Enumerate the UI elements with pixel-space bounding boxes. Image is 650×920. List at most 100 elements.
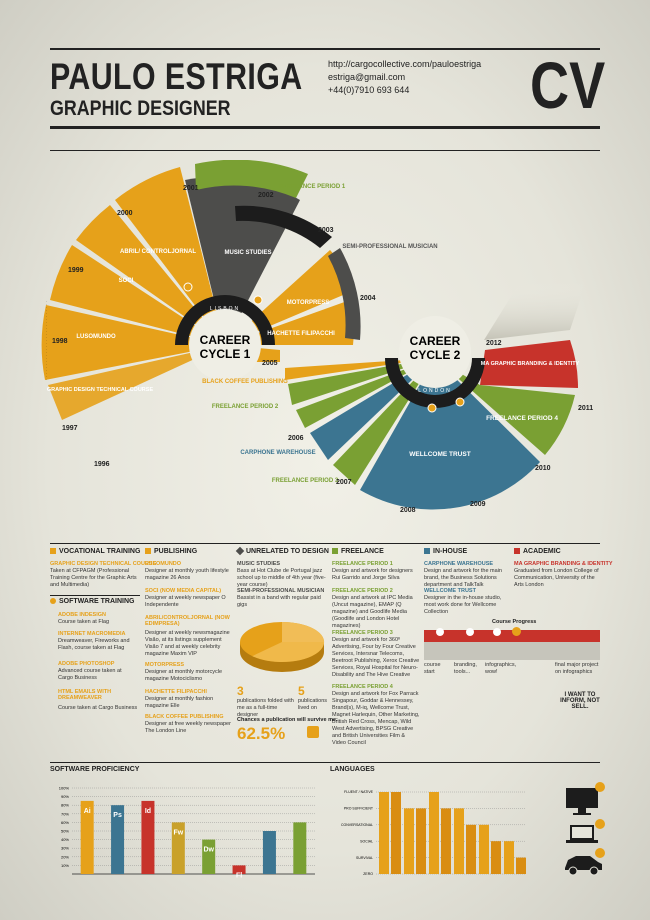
label-abril: ABRIL/ CONTROLJORNAL <box>120 249 196 255</box>
st-item-4-desc: Course taken at Cargo Business <box>58 705 138 711</box>
wedge-lusomundo <box>41 305 225 380</box>
stat-folded-desc: publications folded with me as a full-ti… <box>237 698 294 718</box>
bar-label: Id <box>145 808 151 815</box>
chances-value: 62.5% <box>237 724 286 743</box>
languages-heading: LANGUAGES <box>330 766 375 773</box>
year-2002: 2002 <box>258 192 274 199</box>
language-level-label: FLUENT / NATIVE <box>344 790 374 794</box>
website-link[interactable]: http://cargocollective.com/pauloestriga <box>328 59 482 69</box>
header-rule <box>50 126 600 129</box>
year-2009: 2009 <box>470 501 486 508</box>
stat-lived-desc: publications lived on <box>298 698 328 711</box>
year-2007: 2007 <box>336 479 352 486</box>
ih-item-1-title: CARPHONE WAREHOUSE <box>424 561 494 567</box>
software-training-heading: SOFTWARE TRAINING <box>50 598 134 605</box>
language-bar <box>491 841 501 874</box>
milestone-dot-2 <box>466 628 474 636</box>
label-freelance1: FREELANCE PERIOD 1 <box>279 184 346 190</box>
vocational-icon <box>50 548 56 555</box>
milestone-2: branding, tools... <box>454 662 477 675</box>
bar-Id <box>141 800 155 874</box>
language-bar <box>466 824 476 874</box>
year-2005: 2005 <box>262 360 278 367</box>
cycle2-city: LONDON <box>418 388 451 394</box>
progress-marker <box>512 627 521 636</box>
label-semipro: SEMI-PROFESSIONAL MUSICIAN <box>342 244 437 250</box>
pub-item-6-desc: Designer at free weekly newspaper The Lo… <box>145 721 231 734</box>
tick-label: 40% <box>61 837 69 842</box>
label-freelance2: FREELANCE PERIOD 2 <box>212 404 279 410</box>
tick-label: 30% <box>61 846 69 851</box>
pub-item-3-title: ABRIL/CONTROLJORNAL (now Edimpresa) <box>145 615 230 627</box>
language-bar <box>479 824 489 874</box>
languages-chart: FLUENT / NATIVE PRO SUFFICIENT CONVERSATIO… <box>341 790 526 876</box>
car-icon <box>565 848 605 876</box>
fl-item-4-desc: Design and artwork for Fox Parrack Singa… <box>332 691 420 746</box>
unrel-item-2-desc: Bassist in a band with regular paid gigs <box>237 595 321 608</box>
bar-Ps <box>111 805 125 874</box>
motto: I WANT TO INFORM, NOT SELL. <box>560 692 600 710</box>
language-bar <box>441 808 451 874</box>
language-level-label: PRO SUFFICIENT <box>344 807 374 811</box>
cycle1-title: CAREER <box>200 333 251 347</box>
language-bar <box>516 857 526 874</box>
pub-item-5-desc: Designer at monthly fashion magazine Ell… <box>145 696 214 709</box>
academic-icon <box>514 548 520 555</box>
unrel-item-1-title: MUSIC STUDIES <box>237 561 281 567</box>
person-role: GRAPHIC DESIGNER <box>50 97 231 120</box>
device-icons <box>565 782 605 876</box>
fl-item-2-title: FREELANCE PERIOD 2 <box>332 588 393 594</box>
label-soci: SOCI <box>119 278 134 284</box>
bar-Fw <box>171 822 185 874</box>
unrel-item-1-desc: Bass at Hot Clube de Portugal jazz schoo… <box>237 568 326 588</box>
wedge-abril <box>115 167 225 345</box>
person-name: PAULO ESTRIGA <box>50 56 303 97</box>
vocational-item-title: GRAPHIC DESIGN TECHNICAL COURSE <box>50 561 157 567</box>
career-cycles-chart: CAREER CYCLE 1 LISBON LUSOMUNDO SOCI ABR… <box>41 160 593 514</box>
bar-label: Ai <box>84 808 91 815</box>
bar-Dw <box>202 839 216 874</box>
chances-label: Chances a publication will survive me: <box>237 717 338 723</box>
pub-item-2-title: SOCI (now Media Capital) <box>145 588 222 594</box>
bar-label: Ps <box>113 812 122 819</box>
year-2008: 2008 <box>400 507 416 514</box>
st-item-4-title: HTML EMAILS WITH DREAMWEAVER <box>58 689 112 701</box>
cycle1-hub: CAREER CYCLE 1 LISBON <box>175 295 275 381</box>
unrelated-heading: UNRELATED TO DESIGN <box>235 546 329 556</box>
year-2012: 2012 <box>486 340 502 347</box>
tick-label: 90% <box>61 794 69 799</box>
fl-item-3-title: FREELANCE PERIOD 3 <box>332 630 393 636</box>
stat-lived-number: 5 <box>298 684 305 698</box>
tick-label: 100% <box>59 786 70 791</box>
label-music: MUSIC STUDIES <box>224 250 271 256</box>
year-1999: 1999 <box>68 267 84 274</box>
label-freelance3: FREELANCE PERIOD 3 <box>272 478 339 484</box>
cycle1-wedges <box>41 160 361 420</box>
survival-pie <box>240 621 325 672</box>
wedge-graphic-course <box>48 345 225 420</box>
language-bar <box>404 808 414 874</box>
fl-item-4-title: FREELANCE PERIOD 4 <box>332 684 393 690</box>
charts-rule <box>50 762 600 763</box>
tick-label: 70% <box>61 811 69 816</box>
st-item-2-desc: Dreamweaver, Fireworks and Flash, course… <box>58 638 130 651</box>
wedge-soci <box>50 245 225 345</box>
bar-label: Fw <box>173 829 183 836</box>
language-level-label: ZERO <box>363 872 373 876</box>
arc-semipro <box>235 205 332 248</box>
bar-Acrobat <box>293 822 307 874</box>
st-item-3-title: ADOBE PHOTOSHOP <box>58 661 115 667</box>
wedge-ma <box>480 340 579 388</box>
cycle2-hub: CAREER CYCLE 2 LONDON <box>385 316 485 408</box>
st-item-3-desc: Advanced course taken at Cargo Business <box>58 668 122 681</box>
desktop-icon <box>566 782 605 815</box>
language-bar <box>429 792 439 874</box>
progress-label: Course Progress <box>492 619 537 625</box>
label-freelance4: FREELANCE PERIOD 4 <box>486 415 558 422</box>
milestone-1: course start <box>424 662 441 675</box>
pub-item-4-desc: Designer at monthly motorcycle magazine … <box>145 669 223 682</box>
year-2010: 2010 <box>535 465 551 472</box>
email-link[interactable]: estriga@gmail.com <box>328 72 406 82</box>
label-blackcoffee: BLACK COFFEE PUBLISHING <box>202 379 288 385</box>
